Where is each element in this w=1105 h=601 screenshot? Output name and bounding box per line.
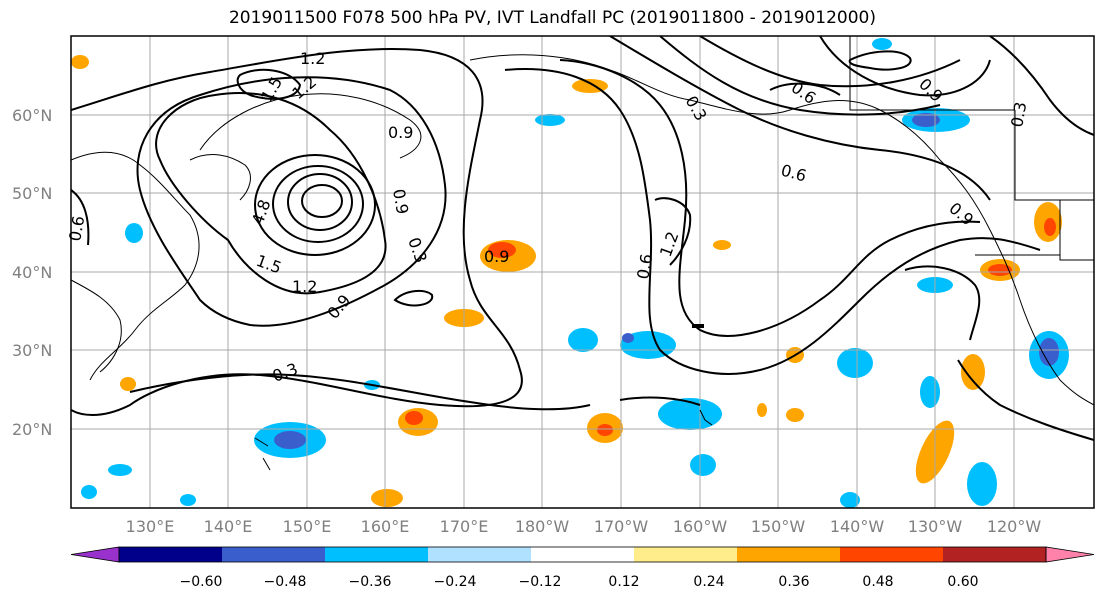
colorbar-tick-label: −0.24 — [434, 574, 477, 590]
lon-label: 130°W — [908, 517, 963, 536]
colorbar-extend-high — [1045, 546, 1095, 563]
colorbar-ticks: −0.60 −0.48 −0.36 −0.24 −0.12 0.12 0.24 … — [180, 574, 979, 590]
lat-label: 60°N — [12, 106, 52, 125]
lon-label: 180°W — [515, 517, 570, 536]
lon-label: 150°E — [283, 517, 332, 536]
lon-label: 120°W — [987, 517, 1042, 536]
colorbar-segment — [428, 547, 532, 562]
map-frame — [70, 35, 1095, 509]
lat-label: 50°N — [12, 184, 52, 203]
colorbar-segment — [840, 547, 944, 562]
colorbar-segment — [737, 547, 841, 562]
lat-label: 20°N — [12, 420, 52, 439]
colorbar — [70, 546, 1095, 563]
colorbar-tick-label: 0.24 — [693, 574, 724, 590]
lat-label: 40°N — [12, 263, 52, 282]
lon-label: 140°E — [204, 517, 253, 536]
contour-label: 0.6 — [633, 252, 656, 280]
colorbar-segment — [943, 547, 1047, 562]
graticule — [71, 36, 1094, 508]
colorbar-segment — [119, 547, 223, 562]
colorbar-tick-label: 0.12 — [608, 574, 639, 590]
contour-label: 0.3 — [1007, 100, 1030, 128]
colorbar-segment — [531, 547, 635, 562]
lon-label: 170°E — [440, 517, 489, 536]
colorbar-tick-label: 0.48 — [862, 574, 893, 590]
contour-label: 1.2 — [292, 277, 317, 296]
latitude-labels: 60°N 50°N 40°N 30°N 20°N — [12, 106, 52, 439]
lat-label: 30°N — [12, 341, 52, 360]
lon-label: 160°W — [673, 517, 728, 536]
colorbar-tick-label: −0.36 — [349, 574, 392, 590]
lon-label: 150°W — [751, 517, 806, 536]
colorbar-frame — [118, 546, 1047, 563]
colorbar-tick-label: 0.36 — [778, 574, 809, 590]
colorbar-tick-label: −0.48 — [264, 574, 307, 590]
contour-label: 0.9 — [389, 187, 412, 215]
colorbar-tick-label: 0.60 — [947, 574, 978, 590]
colorbar-tick-label: −0.60 — [180, 574, 223, 590]
colorbar-extend-low — [70, 546, 120, 563]
colorbar-segment — [634, 547, 738, 562]
contour-label: 0.9 — [484, 247, 509, 266]
lon-label: 170°W — [594, 517, 649, 536]
contour-label: 0.9 — [388, 123, 413, 142]
colorbar-segment — [325, 547, 429, 562]
lon-label: 130°E — [126, 517, 175, 536]
longitude-labels: 130°E 140°E 150°E 160°E 170°E 180°W 170°… — [126, 517, 1042, 536]
colorbar-tick-label: −0.12 — [519, 574, 562, 590]
colorbar-segment — [222, 547, 326, 562]
lon-label: 160°E — [361, 517, 410, 536]
lon-label: 140°W — [830, 517, 885, 536]
contour-label: 1.2 — [300, 49, 325, 68]
map-title: 2019011500 F078 500 hPa PV, IVT Landfall… — [228, 8, 876, 28]
positive-anomaly-shading — [71, 55, 1062, 507]
